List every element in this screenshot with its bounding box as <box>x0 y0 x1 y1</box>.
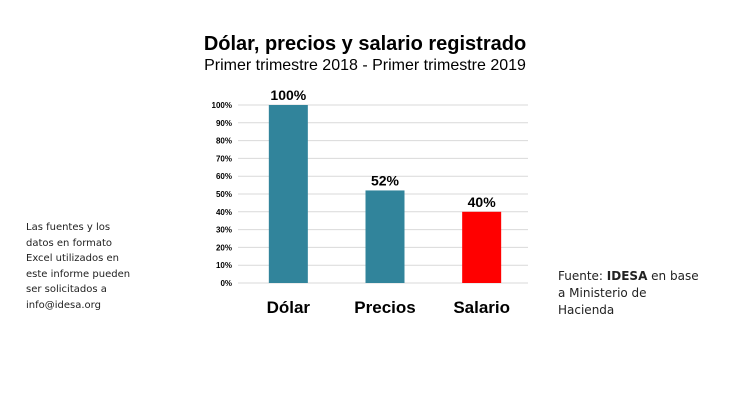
source-suffix: en base <box>647 269 699 283</box>
data-label: 100% <box>270 87 306 103</box>
source-line-1: Fuente: IDESA en base <box>558 268 728 285</box>
source-line-2: a Ministerio de <box>558 286 647 300</box>
data-label: 52% <box>371 172 400 188</box>
note-line: Excel utilizados en <box>26 253 119 265</box>
x-category-label: Precios <box>354 298 415 317</box>
note-line: este informe pueden <box>26 268 131 280</box>
y-tick-label: 30% <box>216 226 232 235</box>
note-line: ser solicitados a <box>26 284 107 296</box>
y-tick-label: 80% <box>216 137 232 146</box>
source-line-3: Hacienda <box>558 303 615 317</box>
chart-subtitle: Primer trimestre 2018 - Primer trimestre… <box>204 57 526 74</box>
source-prefix: Fuente: <box>558 269 607 283</box>
x-category-label: Salario <box>453 298 510 317</box>
y-tick-label: 20% <box>216 243 232 252</box>
y-tick-label: 40% <box>216 208 232 217</box>
y-tick-label: 60% <box>216 172 232 181</box>
y-tick-label: 90% <box>216 119 232 128</box>
y-tick-label: 50% <box>216 190 232 199</box>
bar <box>365 190 405 283</box>
source-note: Fuente: IDESA en base a Ministerio de Ha… <box>558 268 728 319</box>
note-line: Las fuentes y los <box>26 222 111 233</box>
bar <box>462 211 502 283</box>
note-email: info@idesa.org <box>26 299 101 311</box>
note-line: datos en formato <box>26 237 113 249</box>
y-tick-label: 0% <box>220 279 232 288</box>
chart-title: Dólar, precios y salario registrado <box>203 33 527 55</box>
y-tick-label: 70% <box>216 154 232 163</box>
x-category-label: Dólar <box>267 298 311 317</box>
data-availability-note: Las fuentes y los datos en formato Excel… <box>26 220 156 314</box>
data-label: 40% <box>468 194 497 210</box>
source-org: IDESA <box>606 269 648 283</box>
y-tick-label: 10% <box>216 261 232 270</box>
y-tick-label: 100% <box>212 101 232 110</box>
bar <box>268 105 308 283</box>
